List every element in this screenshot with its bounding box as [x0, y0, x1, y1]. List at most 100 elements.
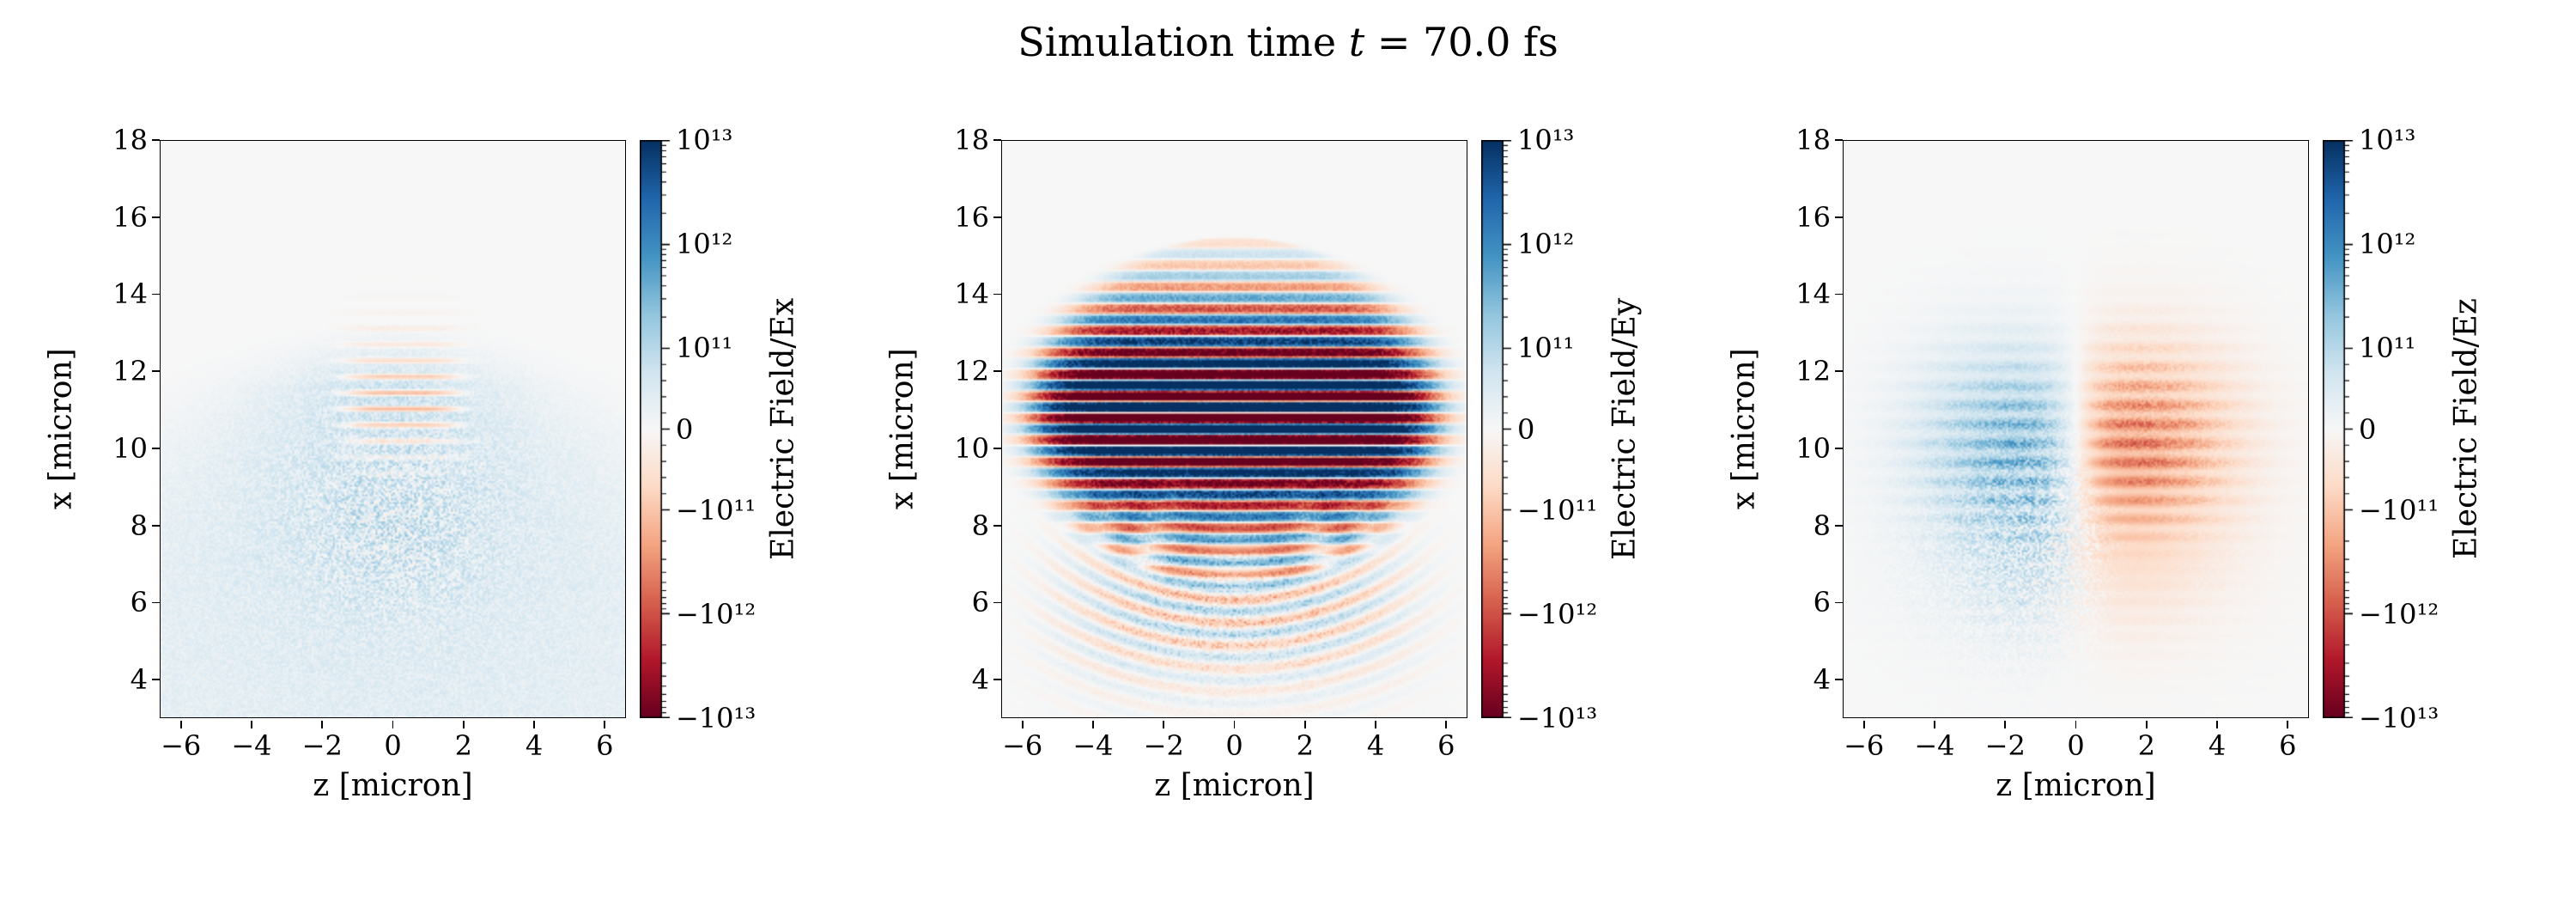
- y-tick-label: 12: [112, 355, 148, 388]
- colorbar-label: Electric Field/Ey: [1607, 297, 1643, 561]
- x-axis-label: z [micron]: [313, 768, 473, 803]
- colorbar-tick-label: −10¹³: [676, 702, 756, 734]
- y-tick-mark: [1835, 139, 1843, 141]
- y-tick-mark: [993, 448, 1001, 449]
- x-axis-label: z [micron]: [1996, 768, 2156, 803]
- x-tick-label: 4: [2208, 729, 2227, 762]
- x-tick-mark: [1303, 721, 1306, 728]
- x-tick-mark: [1021, 721, 1024, 728]
- x-tick-label: 2: [1296, 729, 1314, 762]
- x-tick-mark: [533, 721, 535, 728]
- colorbar-tick-label: −10¹¹: [676, 493, 756, 527]
- x-tick-mark: [1092, 721, 1094, 728]
- y-tick-mark: [152, 601, 160, 604]
- y-tick-mark: [152, 679, 160, 681]
- y-tick-label: 6: [1813, 586, 1831, 619]
- y-tick-label: 4: [130, 663, 148, 697]
- y-tick-label: 14: [1795, 277, 1831, 311]
- y-tick-mark: [152, 448, 160, 449]
- y-tick-label: 4: [1813, 663, 1831, 697]
- heatmap-canvas-ez: [1844, 141, 2308, 717]
- colorbar-tick-label: −10¹²: [676, 597, 756, 631]
- x-tick-label: −2: [301, 729, 343, 762]
- y-tick-mark: [1835, 601, 1843, 604]
- colorbar-tick-label: 0: [676, 412, 694, 446]
- y-tick-mark: [993, 216, 1001, 218]
- y-axis-label: x [micron]: [1726, 348, 1762, 510]
- y-tick-mark: [1835, 448, 1843, 449]
- y-tick-label: 16: [112, 200, 148, 234]
- x-tick-label: 2: [2137, 729, 2155, 762]
- colorbar-tick-label: 0: [1517, 412, 1535, 446]
- y-tick-mark: [993, 601, 1001, 604]
- colorbar-tick-label: −10¹¹: [1517, 493, 1598, 527]
- colorbar-tick-label: 10¹³: [2359, 124, 2416, 156]
- y-tick-mark: [993, 524, 1001, 527]
- y-tick-mark: [1835, 370, 1843, 373]
- y-tick-mark: [152, 370, 160, 373]
- y-tick-mark: [1835, 524, 1843, 527]
- y-tick-label: 12: [954, 355, 989, 388]
- y-tick-label: 10: [112, 431, 148, 465]
- x-tick-mark: [604, 721, 606, 728]
- y-tick-label: 8: [971, 509, 989, 542]
- y-tick-label: 10: [954, 431, 989, 465]
- colorbar-tick-label: −10¹¹: [2359, 493, 2439, 527]
- x-tick-label: −4: [1914, 729, 1955, 762]
- y-axis-label: x [micron]: [884, 348, 920, 510]
- plot-area: [160, 140, 626, 718]
- y-tick-label: 14: [954, 277, 989, 311]
- colorbar-ey: [1481, 140, 1521, 718]
- colorbar-label: Electric Field/Ex: [765, 297, 801, 561]
- x-tick-label: 6: [596, 729, 614, 762]
- x-tick-label: −4: [231, 729, 272, 762]
- x-tick-label: −6: [1002, 729, 1043, 762]
- x-tick-label: −2: [1984, 729, 2026, 762]
- y-tick-mark: [152, 139, 160, 141]
- plot-area: [1843, 140, 2309, 718]
- figure-title: Simulation time t = 70.0 fs: [0, 19, 2576, 65]
- colorbar-tick-label: 10¹¹: [1517, 332, 1575, 365]
- y-tick-label: 16: [1795, 200, 1831, 234]
- y-tick-label: 8: [130, 509, 148, 542]
- y-tick-label: 6: [971, 586, 989, 619]
- x-tick-label: 0: [384, 729, 402, 762]
- y-tick-mark: [993, 370, 1001, 373]
- x-tick-label: 4: [525, 729, 544, 762]
- title-variable: t: [1348, 19, 1365, 65]
- y-tick-label: 18: [1795, 124, 1831, 156]
- y-tick-mark: [993, 139, 1001, 141]
- heatmap-canvas-ex: [161, 141, 625, 717]
- colorbar-tick-label: 10¹¹: [2359, 332, 2416, 365]
- colorbar-ex: [640, 140, 679, 718]
- colorbar-tick-label: 10¹²: [676, 228, 733, 261]
- x-tick-mark: [2287, 721, 2289, 728]
- x-tick-label: 0: [2067, 729, 2085, 762]
- y-tick-mark: [152, 524, 160, 527]
- y-tick-label: 18: [112, 124, 148, 156]
- y-tick-mark: [1835, 679, 1843, 681]
- y-tick-mark: [1835, 216, 1843, 218]
- x-tick-mark: [2216, 721, 2218, 728]
- y-tick-label: 10: [1795, 431, 1831, 465]
- y-tick-label: 14: [112, 277, 148, 311]
- colorbar-ez: [2323, 140, 2362, 718]
- colorbar-tick-label: −10¹³: [2359, 702, 2439, 734]
- x-tick-mark: [1163, 721, 1165, 728]
- x-tick-mark: [2075, 721, 2077, 728]
- x-axis-label: z [micron]: [1154, 768, 1315, 803]
- plot-area: [1001, 140, 1467, 718]
- x-tick-mark: [1445, 721, 1448, 728]
- x-tick-mark: [1934, 721, 1935, 728]
- y-tick-label: 12: [1795, 355, 1831, 388]
- x-tick-label: −6: [1844, 729, 1885, 762]
- x-tick-label: 6: [1437, 729, 1455, 762]
- x-tick-mark: [1862, 721, 1865, 728]
- y-tick-label: 16: [954, 200, 989, 234]
- x-tick-label: 0: [1225, 729, 1243, 762]
- x-tick-mark: [462, 721, 465, 728]
- y-tick-label: 4: [971, 663, 989, 697]
- title-prefix: Simulation time: [1018, 19, 1349, 65]
- x-tick-label: 4: [1366, 729, 1385, 762]
- colorbar-tick-label: 0: [2359, 412, 2377, 446]
